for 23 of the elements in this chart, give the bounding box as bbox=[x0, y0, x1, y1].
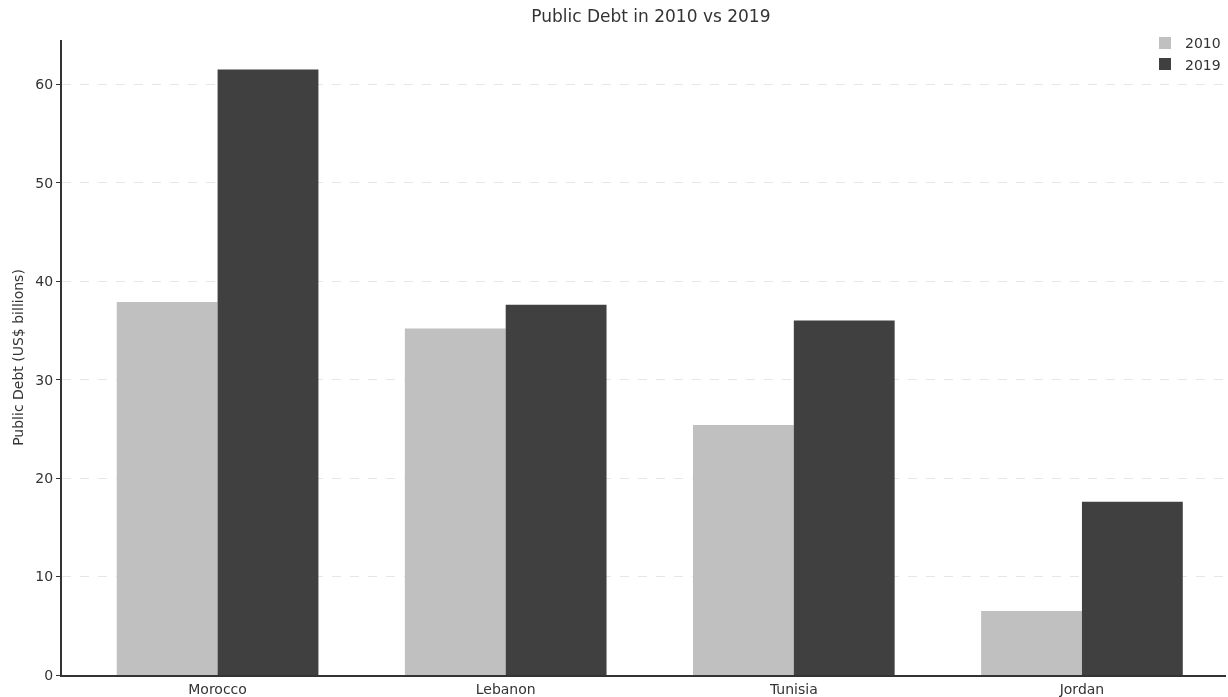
legend-label: 2010 bbox=[1185, 35, 1221, 52]
x-tick-label: Lebanon bbox=[475, 680, 536, 697]
y-tick-label: 60 bbox=[35, 76, 54, 93]
chart-title: Public Debt in 2010 vs 2019 bbox=[531, 6, 771, 27]
x-tick-label: Morocco bbox=[188, 680, 247, 697]
y-tick-label: 40 bbox=[35, 273, 54, 290]
x-tick-label: Jordan bbox=[1058, 680, 1105, 697]
y-axis-title: Public Debt (US$ billions) bbox=[10, 269, 26, 446]
bar bbox=[116, 301, 218, 675]
legend-label: 2019 bbox=[1185, 56, 1221, 73]
bar bbox=[217, 69, 319, 675]
bar bbox=[505, 304, 607, 675]
y-tick-label: 10 bbox=[35, 568, 54, 585]
bar bbox=[692, 424, 794, 675]
bar bbox=[981, 611, 1082, 675]
y-tick-label: 50 bbox=[35, 174, 54, 191]
bar bbox=[404, 328, 506, 675]
x-tick-label: Tunisia bbox=[768, 680, 818, 697]
y-tick-label: 20 bbox=[35, 470, 54, 486]
bar bbox=[1081, 501, 1183, 675]
y-tick-label: 30 bbox=[35, 371, 54, 388]
y-tick-label: 0 bbox=[44, 666, 54, 683]
bar bbox=[793, 320, 895, 675]
